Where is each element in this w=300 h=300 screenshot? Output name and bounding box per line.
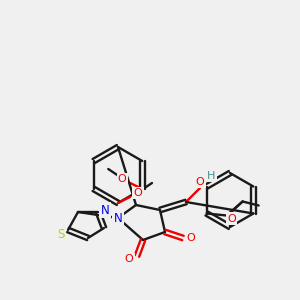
Text: O: O <box>134 188 142 198</box>
Text: O: O <box>227 214 236 224</box>
Text: O: O <box>118 174 127 184</box>
Text: N: N <box>100 203 109 217</box>
Text: N: N <box>114 212 122 224</box>
Text: H: H <box>207 171 215 181</box>
Text: O: O <box>187 233 195 243</box>
Text: S: S <box>57 227 65 241</box>
Text: O: O <box>124 254 134 264</box>
Text: O: O <box>196 177 204 187</box>
